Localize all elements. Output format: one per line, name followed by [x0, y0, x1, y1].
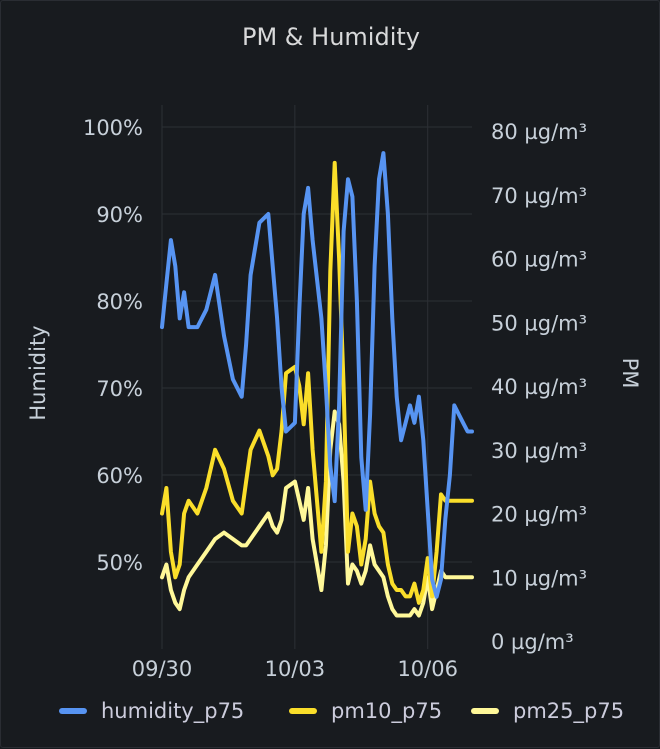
- right-axis-label: PM: [618, 358, 642, 389]
- left-axis-ticks: 100% 90% 80% 70% 60% 50%: [83, 116, 143, 575]
- right-axis-ticks: 80 µg/m³ 70 µg/m³ 60 µg/m³ 50 µg/m³ 40 µg/m³…: [491, 120, 587, 654]
- legend-label-humidity: humidity_p75: [101, 699, 245, 723]
- right-tick-label: 0 µg/m³: [491, 630, 574, 654]
- left-tick-label: 60%: [96, 464, 143, 488]
- left-tick-label: 90%: [96, 203, 143, 227]
- legend-item-pm10[interactable]: pm10_p75: [289, 699, 442, 723]
- x-tick-label: 10/06: [397, 657, 458, 681]
- legend-swatch-humidity: [59, 708, 87, 714]
- x-axis-ticks: 09/30 10/03 10/06: [132, 657, 458, 681]
- legend-label-pm25: pm25_p75: [513, 699, 625, 723]
- right-tick-label: 50 µg/m³: [491, 311, 587, 335]
- panel-title[interactable]: PM & Humidity: [242, 23, 420, 51]
- right-tick-label: 80 µg/m³: [491, 120, 587, 144]
- left-tick-label: 70%: [96, 377, 143, 401]
- legend-label-pm10: pm10_p75: [331, 699, 443, 723]
- right-tick-label: 60 µg/m³: [491, 248, 587, 272]
- right-tick-label: 70 µg/m³: [491, 184, 587, 208]
- legend-item-pm25[interactable]: pm25_p75: [471, 699, 624, 723]
- right-tick-label: 40 µg/m³: [491, 375, 587, 399]
- series-line-humidity_p75[interactable]: [160, 151, 474, 599]
- right-tick-label: 10 µg/m³: [491, 566, 587, 590]
- left-tick-label: 80%: [96, 290, 143, 314]
- left-tick-label: 50%: [96, 551, 143, 575]
- series-line-pm10_p75[interactable]: [160, 160, 474, 605]
- left-tick-label: 100%: [83, 116, 143, 140]
- legend-item-humidity[interactable]: humidity_p75: [59, 699, 244, 723]
- right-tick-label: 20 µg/m³: [491, 503, 587, 527]
- series-lines: [160, 151, 474, 618]
- x-tick-label: 10/03: [265, 657, 326, 681]
- x-tick-label: 09/30: [132, 657, 193, 681]
- left-axis-label: Humidity: [26, 325, 50, 420]
- right-tick-label: 30 µg/m³: [491, 439, 587, 463]
- legend-swatch-pm25: [471, 708, 499, 714]
- legend-swatch-pm10: [289, 708, 317, 714]
- legend: humidity_p75 pm10_p75 pm25_p75: [1, 699, 660, 729]
